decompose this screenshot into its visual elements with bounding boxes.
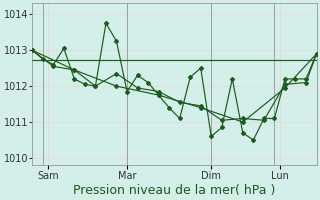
X-axis label: Pression niveau de la mer( hPa ): Pression niveau de la mer( hPa )	[73, 184, 276, 197]
